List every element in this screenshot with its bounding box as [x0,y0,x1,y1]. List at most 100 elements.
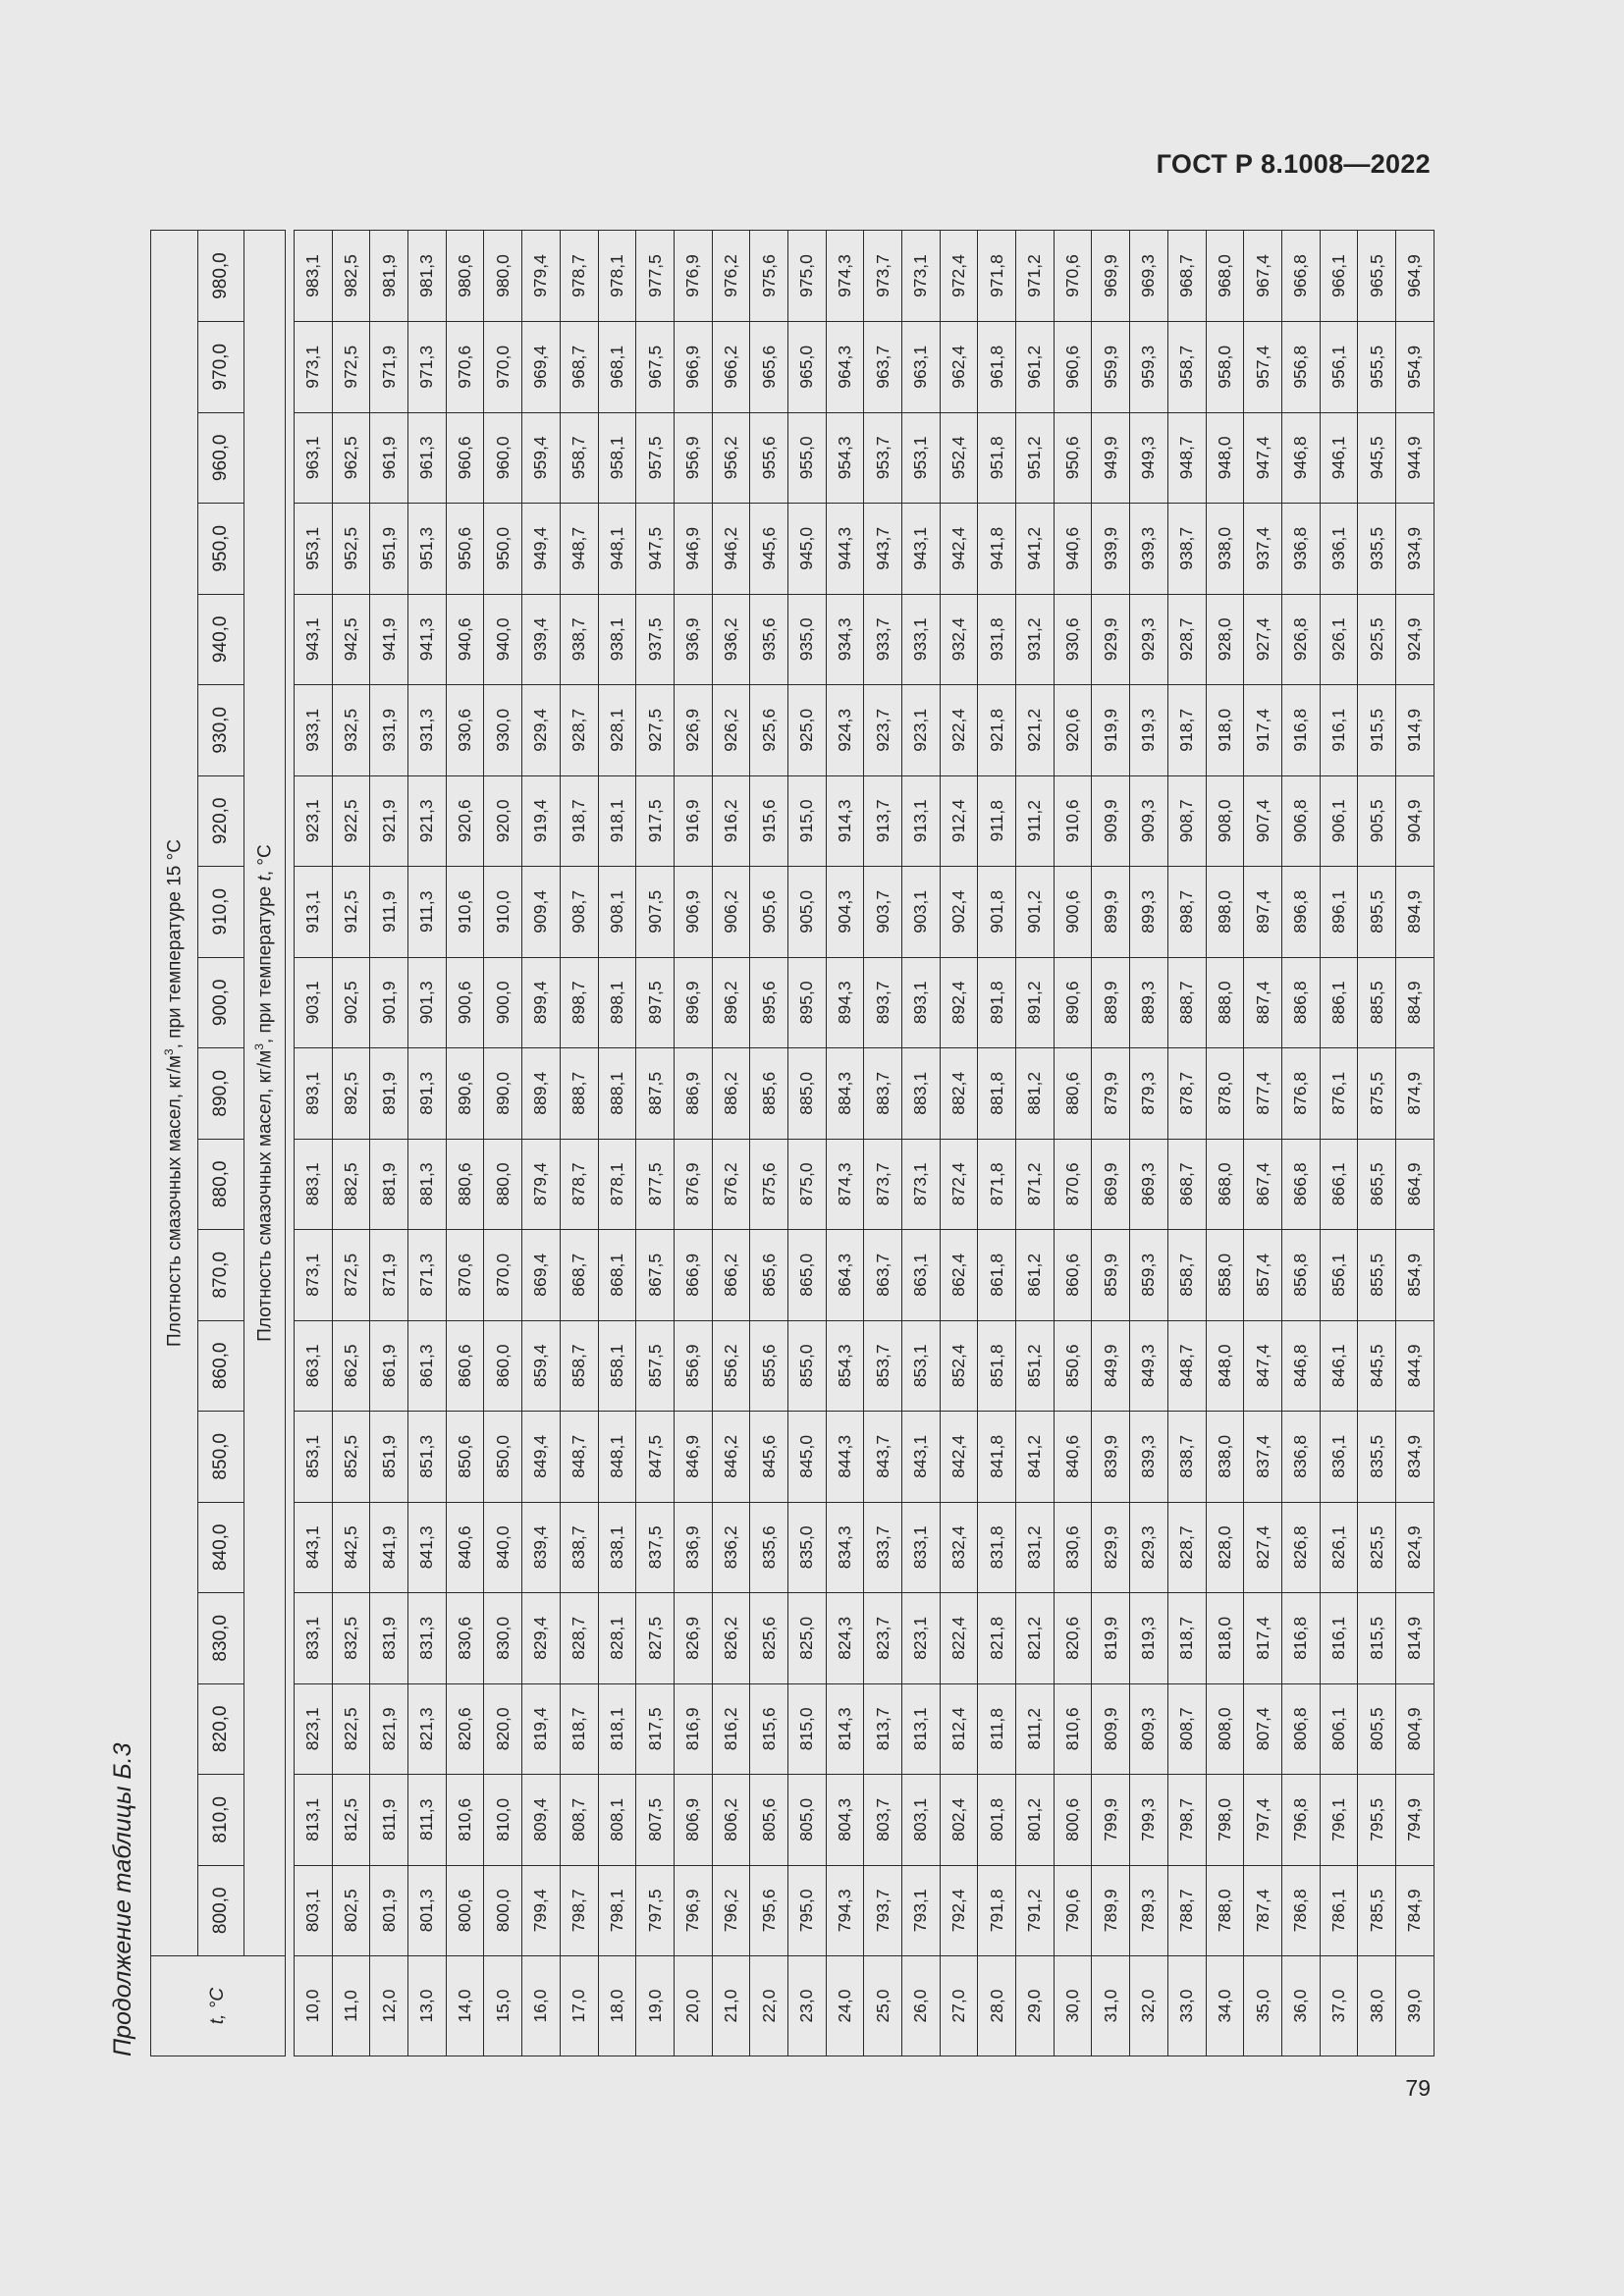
density-cell: 795,5 [1357,1774,1396,1866]
density-cell: 948,1 [598,503,636,595]
density-cell: 803,1 [294,1865,333,1956]
table-row: 27,0 792,4 802,4 812,4 822,4 832,4 842,4 852,4 8… [940,230,978,2056]
density-cell: 808,7 [1167,1683,1206,1775]
density-cell: 949,4 [521,503,561,595]
density-cell: 983,1 [294,230,333,322]
density-cell: 806,8 [1281,1683,1321,1775]
density-cell: 850,6 [446,1411,484,1503]
density-cell: 830,6 [1054,1502,1092,1593]
density-cell: 944,3 [826,503,864,595]
density-cell: 904,3 [826,866,864,958]
density-cell: 841,2 [1015,1411,1055,1503]
density-cell: 923,1 [901,684,941,776]
density-cell: 853,7 [863,1320,902,1412]
density-cell: 809,9 [1091,1683,1130,1775]
density-cell: 957,4 [1243,321,1282,413]
temperature-cell: 32,0 [1129,1955,1168,2056]
density-cell: 966,9 [674,321,713,413]
density-cell: 788,7 [1167,1865,1206,1956]
density-column-header: 950,0 [197,503,244,595]
density-cell: 801,3 [407,1865,447,1956]
table-row: 19,0 797,5 807,5 817,5 827,5 837,5 847,5 857,5 8… [635,230,675,2056]
density-cell: 877,4 [1243,1047,1282,1140]
density-cell: 968,7 [560,321,598,413]
density-cell: 935,6 [749,594,788,685]
density-cell: 936,2 [712,594,750,685]
density-cell: 927,4 [1243,594,1282,685]
density-cell: 801,2 [1015,1774,1055,1866]
density-cell: 812,4 [940,1683,978,1775]
density-cell: 934,3 [826,594,864,685]
temperature-cell: 20,0 [674,1955,713,2056]
density-cell: 887,4 [1243,957,1282,1048]
density-cell: 876,2 [712,1139,750,1230]
density-column-header: 970,0 [197,321,244,413]
density-cell: 935,5 [1357,503,1396,595]
density-cell: 791,2 [1015,1865,1055,1956]
density-cell: 828,7 [560,1592,598,1684]
density-cell: 955,5 [1357,321,1396,413]
density-cell: 869,4 [521,1229,561,1321]
density-cell: 885,0 [787,1047,827,1140]
density-cell: 943,7 [863,503,902,595]
density-cell: 968,7 [1167,230,1206,322]
temperature-cell: 36,0 [1281,1955,1321,2056]
density-cell: 826,9 [674,1592,713,1684]
density-cell: 850,0 [483,1411,522,1503]
density-cell: 912,5 [332,866,370,958]
density-cell: 882,5 [332,1139,370,1230]
density-cell: 957,5 [635,412,675,504]
density-cell: 958,1 [598,412,636,504]
density-table: t, °C Плотность смазочных масел, кг/м3, … [150,230,1435,2056]
density-cell: 892,5 [332,1047,370,1140]
density-cell: 874,3 [826,1139,864,1230]
table-row: 34,0 788,0 798,0 808,0 818,0 828,0 838,0 848,0 8… [1206,230,1244,2056]
density-cell: 794,3 [826,1865,864,1956]
table-row: 32,0 789,3 799,3 809,3 819,3 829,3 839,3 849,3 8… [1129,230,1168,2056]
density-cell: 863,7 [863,1229,902,1321]
density-cell: 931,9 [369,684,408,776]
density-cell: 970,6 [1054,230,1092,322]
density-cell: 807,5 [635,1774,675,1866]
density-cell: 934,9 [1395,503,1435,595]
temperature-cell: 31,0 [1091,1955,1130,2056]
density-cell: 786,1 [1320,1865,1358,1956]
density-cell: 965,0 [787,321,827,413]
density-cell: 834,9 [1395,1411,1435,1503]
density-cell: 860,6 [446,1320,484,1412]
density-cell: 853,1 [901,1320,941,1412]
density-cell: 827,4 [1243,1502,1282,1593]
temperature-cell: 33,0 [1167,1955,1206,2056]
density-cell: 808,7 [560,1774,598,1866]
density-cell: 940,6 [1054,503,1092,595]
density-cell: 889,3 [1129,957,1168,1048]
density-cell: 878,1 [598,1139,636,1230]
density-cell: 981,3 [407,230,447,322]
temperature-cell: 26,0 [901,1955,941,2056]
temperature-cell: 11,0 [332,1955,370,2056]
density-cell: 915,6 [749,775,788,867]
density-cell: 953,7 [863,412,902,504]
density-cell: 916,1 [1320,684,1358,776]
density-cell: 786,8 [1281,1865,1321,1956]
density-cell: 899,4 [521,957,561,1048]
density-cell: 965,6 [749,321,788,413]
density-cell: 826,2 [712,1592,750,1684]
density-cell: 892,4 [940,957,978,1048]
density-cell: 880,6 [446,1139,484,1230]
density-cell: 956,1 [1320,321,1358,413]
density-cell: 923,1 [294,775,333,867]
density-cell: 823,7 [863,1592,902,1684]
density-cell: 796,9 [674,1865,713,1956]
density-cell: 907,4 [1243,775,1282,867]
density-cell: 826,1 [1320,1502,1358,1593]
density-cell: 830,0 [483,1592,522,1684]
density-cell: 799,3 [1129,1774,1168,1866]
density-cell: 865,0 [787,1229,827,1321]
density-cell: 959,4 [521,412,561,504]
density-cell: 939,9 [1091,503,1130,595]
density-cell: 916,8 [1281,684,1321,776]
density-cell: 818,7 [1167,1592,1206,1684]
density-cell: 895,0 [787,957,827,1048]
density-cell: 844,9 [1395,1320,1435,1412]
